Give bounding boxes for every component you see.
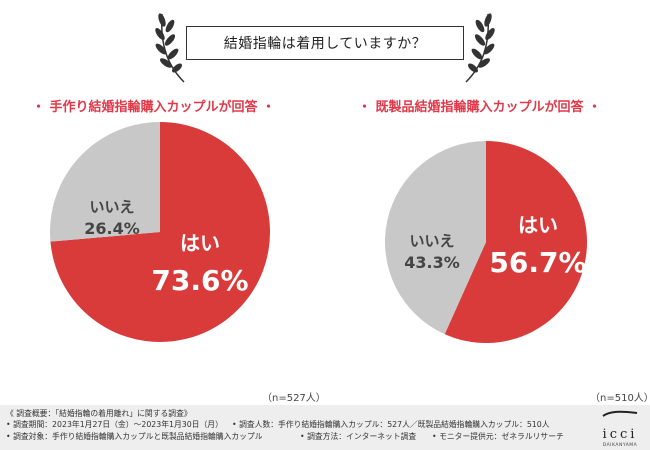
- footer-survey-count: • 調査人数：手作り結婚指輪購入カップル：527人／既製品結婚指輪購入カップル：…: [232, 420, 550, 429]
- pie-charts: はい 73.6% いいえ 26.4% はい 56.7% いいえ 43.3%: [50, 122, 587, 344]
- chart-1-value-no: 26.4%: [84, 219, 140, 238]
- title-box: 結婚指輪は着用していますか？: [186, 26, 464, 60]
- chart-1-label-no: いいえ: [89, 198, 134, 216]
- logo-subtext: DAIKANYAMA: [602, 443, 638, 448]
- chart-1-value-yes: 73.6%: [151, 264, 248, 297]
- laurel-right-icon: [465, 13, 495, 83]
- chart-2-value-yes: 56.7%: [489, 246, 586, 279]
- chart-1-slice-yes: [50, 122, 270, 342]
- chart-2-slice-no: [385, 141, 486, 335]
- logo-wordmark: icci: [602, 427, 638, 442]
- chart-2-sample-size: （n=510人）: [590, 393, 650, 404]
- chart-2-value-no: 43.3%: [404, 253, 460, 272]
- survey-footer: 《 調査概要：「結婚指輪の着用離れ」に関する調査》 • 調査期間：2023年1月…: [0, 405, 650, 450]
- brand-logo: icci DAIKANYAMA: [598, 410, 642, 448]
- chart-1-label-yes: はい: [180, 231, 220, 255]
- chart-1-slice-no: [50, 122, 160, 242]
- footer-monitor-provider: • モニター提供元：ゼネラルリサーチ: [432, 432, 564, 441]
- footer-survey-method: • 調査方法：インターネット調査: [300, 432, 417, 441]
- footer-survey-overview: 《 調査概要：「結婚指輪の着用離れ」に関する調査》: [6, 409, 192, 418]
- laurel-left-icon: [155, 13, 185, 83]
- chart-2-title: ・ 既製品結婚指輪購入カップルが回答 ・: [358, 100, 602, 115]
- chart-2-label-yes: はい: [518, 213, 558, 237]
- logo-mark-icon: [602, 410, 638, 417]
- chart-2-slice-yes: [444, 141, 587, 344]
- chart-1-sample-size: （n=527人）: [262, 393, 326, 404]
- footer-survey-target: • 調査対象：手作り結婚指輪購入カップルと既製品結婚指輪購入カップル: [6, 432, 263, 441]
- chart-2-label-no: いいえ: [409, 232, 454, 250]
- chart-1-title: ・ 手作り結婚指輪購入カップルが回答 ・: [32, 100, 276, 115]
- page-title: 結婚指輪は着用していますか？: [223, 36, 427, 52]
- footer-survey-period: • 調査期間：2023年1月27日（金）〜2023年1月30日（月）: [6, 420, 223, 429]
